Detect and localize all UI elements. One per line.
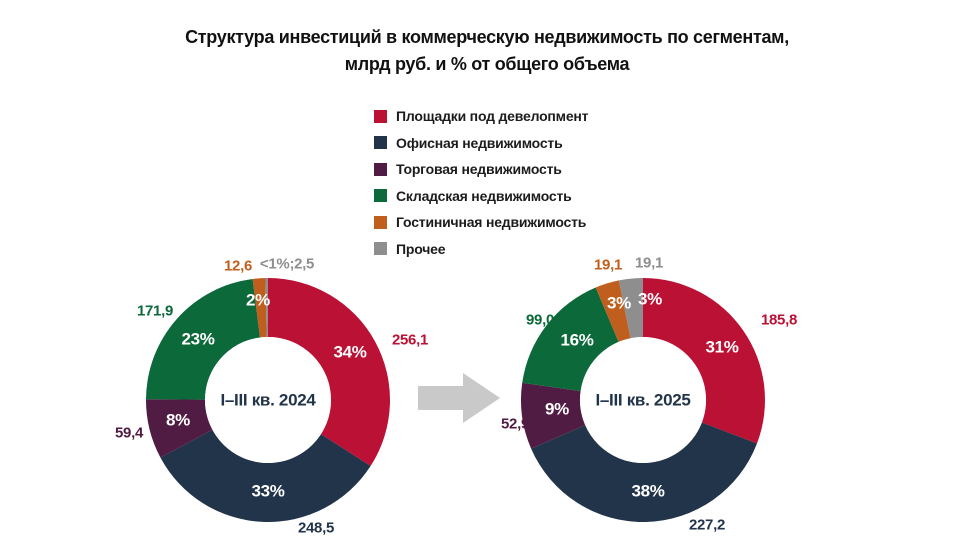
legend-swatch-other xyxy=(374,242,387,256)
donut-2025-segment-retail xyxy=(521,382,586,449)
value-label-2025-office: 227,2 xyxy=(689,517,725,534)
donut-2024-segment-development-sites xyxy=(268,278,390,467)
legend-swatch-warehouse xyxy=(374,189,387,203)
donut-2024-segment-retail xyxy=(145,399,213,458)
percent-label-2025-development-sites: 31% xyxy=(705,338,738,357)
legend-swatch-retail xyxy=(374,162,387,176)
legend-swatch-office xyxy=(374,136,387,150)
percent-label-2025-other: 3% xyxy=(638,290,662,309)
donut-2024-segment-other xyxy=(265,278,268,338)
donut-2025-segment-hotel xyxy=(595,280,631,342)
legend-label: Офисная недвижимость xyxy=(396,134,563,151)
legend-item-office: Офисная недвижимость xyxy=(374,130,588,157)
value-label-2025-development-sites: 185,8 xyxy=(761,312,797,329)
chart-title: Структура инвестиций в коммерческую недв… xyxy=(0,24,974,78)
legend-item-hotel: Гостиничная недвижимость xyxy=(374,209,588,236)
percent-label-2025-retail: 9% xyxy=(545,400,569,419)
value-label-2025-retail: 52,9 xyxy=(501,416,529,433)
value-label-2024-office: 248,5 xyxy=(298,520,334,537)
percent-label-2024-warehouse: 23% xyxy=(181,330,214,349)
legend-item-development-sites: Площадки под девелопмент xyxy=(374,103,589,130)
legend-swatch-development-sites xyxy=(374,109,387,123)
donut-2024-hole xyxy=(205,337,331,463)
value-label-2025-other: 19,1 xyxy=(635,255,663,272)
value-label-2024-hotel: 12,6 xyxy=(224,258,252,275)
legend-label: Торговая недвижимость xyxy=(396,161,562,178)
donut-2025-segment-other xyxy=(618,278,643,339)
percent-label-2025-office: 38% xyxy=(631,482,664,501)
legend-label: Складская недвижимость xyxy=(396,187,572,204)
value-label-2024-development-sites: 256,1 xyxy=(392,332,428,349)
donut-2024-segment-warehouse xyxy=(146,278,261,400)
legend-label: Прочее xyxy=(396,240,446,257)
right-arrow-icon xyxy=(418,373,500,423)
legend-item-retail: Торговая недвижимость xyxy=(374,156,588,183)
percent-label-2024-retail: 8% xyxy=(166,411,190,430)
donut-2025-segment-office xyxy=(531,422,757,522)
legend-item-warehouse: Складская недвижимость xyxy=(374,183,588,210)
donut-center-label-2024: I–III кв. 2024 xyxy=(220,391,316,410)
value-label-2024-other: <1%;2,5 xyxy=(260,256,314,273)
donut-2025-hole xyxy=(580,337,706,463)
donut-2024-segment-hotel xyxy=(252,278,267,338)
value-label-2025-warehouse: 99,0 xyxy=(526,312,554,329)
legend-label: Площадки под девелопмент xyxy=(396,108,589,125)
legend-item-other: Прочее xyxy=(374,236,588,263)
percent-label-2025-hotel: 3% xyxy=(607,294,631,313)
donut-2024-segment-office xyxy=(160,429,371,522)
percent-label-2024-hotel: 2% xyxy=(246,291,270,310)
chart-title-line2: млрд руб. и % от общего объема xyxy=(344,54,630,74)
donut-2025-segment-development-sites xyxy=(643,278,765,444)
value-label-2025-hotel: 19,1 xyxy=(594,257,622,274)
donut-center-label-2025: I–III кв. 2025 xyxy=(595,391,690,410)
legend: Площадки под девелопмент Офисная недвижим… xyxy=(374,103,589,263)
percent-label-2024-office: 33% xyxy=(251,482,284,501)
percent-label-2025-warehouse: 16% xyxy=(560,331,593,350)
value-label-2024-retail: 59,4 xyxy=(115,425,144,442)
legend-swatch-hotel xyxy=(374,215,387,229)
chart-title-line1: Структура инвестиций в коммерческую недв… xyxy=(185,27,789,47)
legend-label: Гостиничная недвижимость xyxy=(396,214,587,231)
value-label-2024-warehouse: 171,9 xyxy=(137,303,173,320)
donut-2025-segment-warehouse xyxy=(522,287,619,392)
percent-label-2024-development-sites: 34% xyxy=(333,343,366,362)
